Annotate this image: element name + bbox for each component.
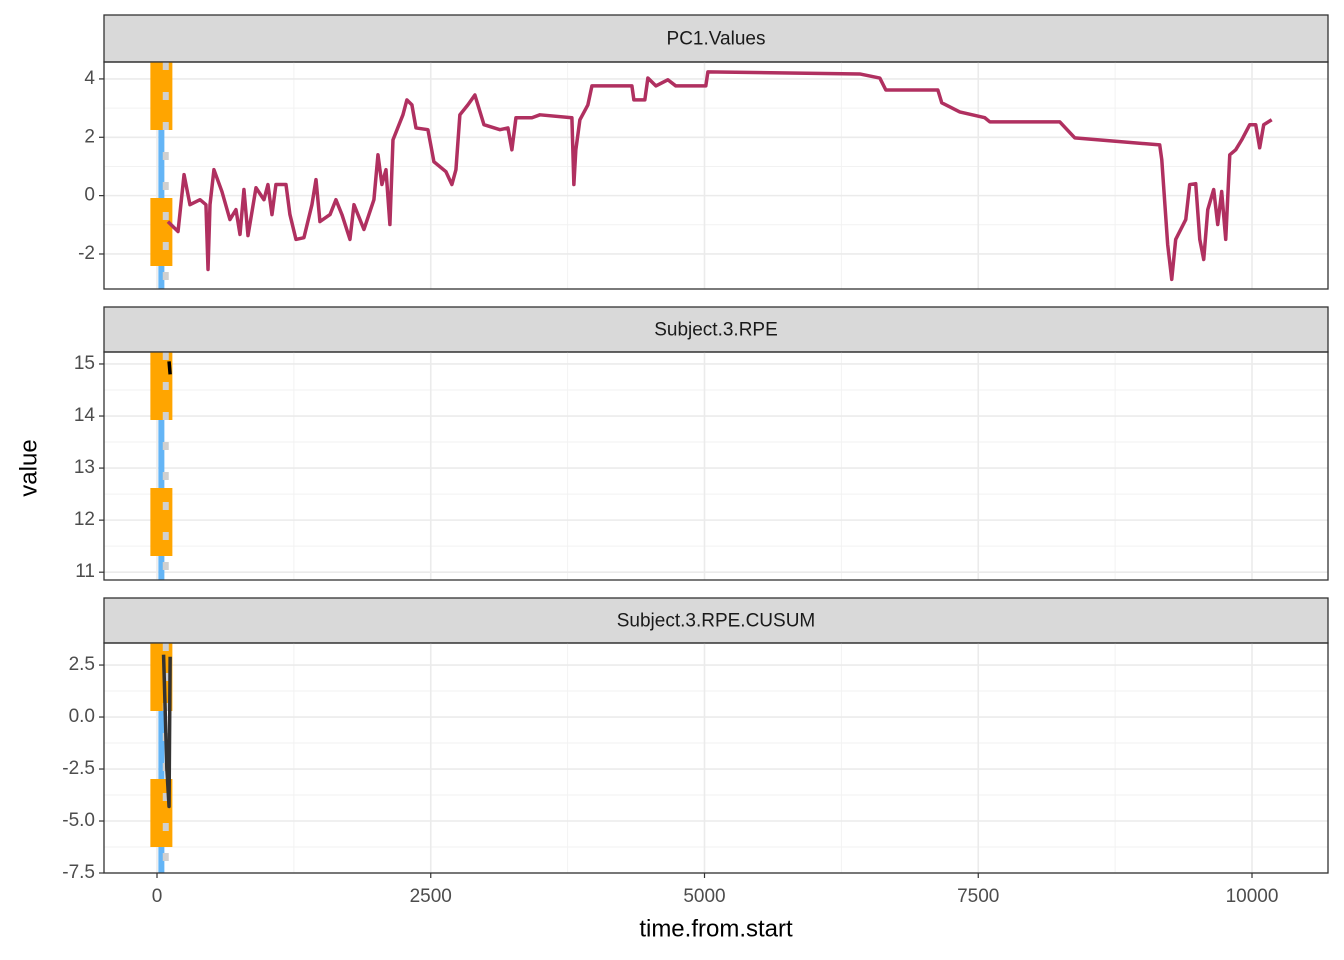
y-tick-label: -7.5: [62, 862, 95, 883]
y-tick-label: -5.0: [62, 810, 95, 831]
y-tick-label: 2.5: [69, 654, 95, 675]
y-tick-label: 15: [74, 353, 95, 374]
y-tick-label: 0.0: [69, 706, 95, 727]
panel-border: [103, 351, 1329, 581]
x-tick-label: 0: [152, 886, 163, 907]
y-axis-label: value: [15, 439, 42, 496]
strip: [103, 597, 1329, 644]
x-tick-label: 10000: [1226, 886, 1279, 907]
strip-title: PC1.Values: [667, 29, 766, 50]
x-tick-label: 5000: [683, 886, 725, 907]
strip: [103, 14, 1329, 63]
y-tick-label: 12: [74, 509, 95, 530]
y-tick-label: -2: [78, 243, 95, 264]
line: [161, 654, 172, 809]
x-axis-label: time.from.start: [639, 915, 793, 942]
y-tick-label: 14: [74, 405, 96, 426]
y-tick-label: 2: [84, 126, 95, 147]
y-tick-label: -2.5: [62, 758, 95, 779]
panel-border: [103, 642, 1329, 874]
panel-border: [103, 61, 1329, 290]
line: [167, 361, 172, 375]
x-tick-label: 2500: [410, 886, 452, 907]
strip-title: Subject.3.RPE: [654, 320, 778, 341]
y-tick-label: 4: [84, 68, 95, 89]
y-tick-label: 11: [75, 561, 95, 582]
y-tick-label: 0: [84, 185, 95, 206]
x-tick-label: 7500: [957, 886, 999, 907]
line: [166, 70, 1273, 282]
y-tick-label: 13: [74, 457, 95, 478]
strip-title: Subject.3.RPE.CUSUM: [617, 611, 816, 632]
